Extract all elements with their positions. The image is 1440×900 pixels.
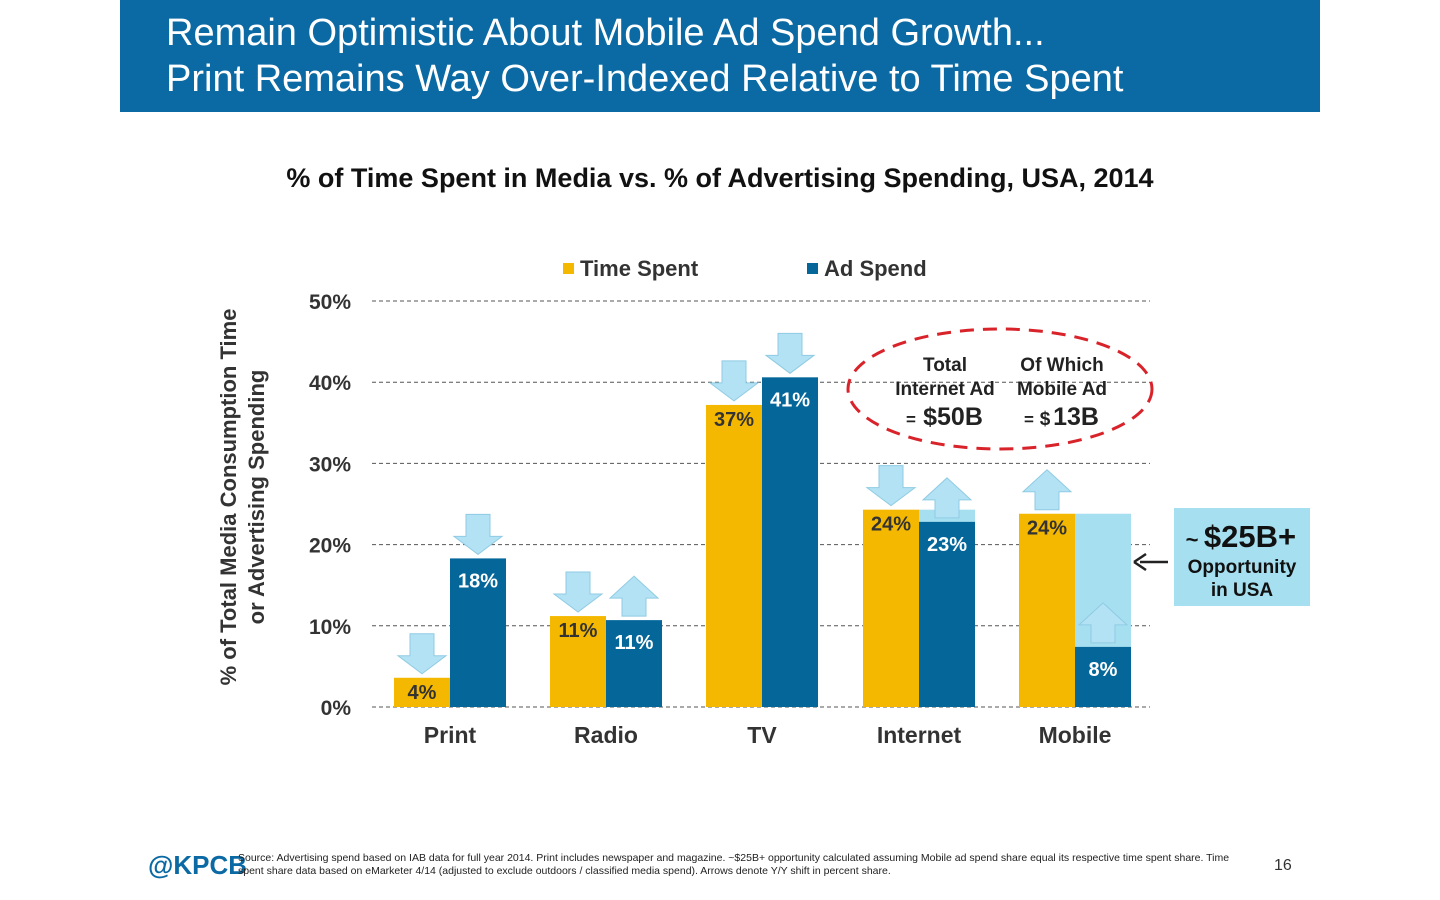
opportunity-line-2: Opportunity [1188, 557, 1297, 578]
title-banner: Remain Optimistic About Mobile Ad Spend … [120, 0, 1320, 112]
data-label-ad-spend: 11% [615, 632, 654, 654]
x-tick-label: TV [747, 722, 777, 748]
arrow-down-icon [452, 513, 504, 556]
y-axis-title-line-1: % of Total Media Consumption Time [216, 309, 241, 686]
x-tick-label: Print [424, 722, 477, 748]
slide-title-line-2: Print Remains Way Over-Indexed Relative … [166, 58, 1124, 100]
callout-mobile-eq: = [1024, 410, 1034, 429]
chart-title: % of Time Spent in Media vs. % of Advert… [286, 163, 1154, 193]
opportunity-tilde: ~ [1186, 527, 1199, 552]
y-axis-title: % of Total Media Consumption Time or Adv… [216, 309, 269, 686]
callout-mobile-line-1: Of Which [1020, 355, 1103, 376]
bars-layer [394, 377, 1131, 707]
y-tick-label: 10% [309, 616, 351, 639]
opportunity-pointer-head [1133, 552, 1147, 572]
arrow-up-icon [921, 477, 973, 519]
y-axis-title-line-2: or Advertising Spending [244, 370, 269, 625]
bar-ad-spend [762, 377, 818, 707]
bar-time-spent [863, 509, 919, 707]
source-note: Source: Advertising spend based on IAB d… [238, 852, 1230, 877]
kpcb-logo: @KPCB [148, 850, 248, 880]
callout-mobile-value: 13B [1053, 403, 1099, 431]
y-tick-label: 40% [309, 372, 351, 395]
slide-title-line-1: Remain Optimistic About Mobile Ad Spend … [166, 12, 1045, 54]
opportunity-value: $25B+ [1204, 519, 1296, 554]
bar-time-spent [706, 404, 762, 707]
bar-ad-spend [450, 558, 506, 707]
bar-ad-spend [1075, 646, 1131, 707]
callout-total-eq: = [906, 410, 916, 429]
data-label-time-spent: 24% [871, 514, 911, 536]
arrow-down-icon [865, 465, 917, 507]
legend-swatch-time-spent [563, 263, 574, 274]
arrow-down-icon [708, 360, 760, 402]
arrow-down-icon [552, 571, 604, 613]
data-label-time-spent: 24% [1027, 518, 1067, 540]
arrow-up-icon [608, 575, 660, 617]
arrow-down-icon [764, 332, 816, 374]
y-tick-label: 0% [321, 697, 352, 720]
data-label-time-spent: 4% [408, 682, 437, 704]
data-label-time-spent: 11% [559, 620, 598, 642]
callout-total-line-2: Internet Ad [895, 379, 995, 400]
y-tick-label: 50% [309, 291, 351, 314]
opportunity-box: ~ $25B+ Opportunity in USA [1133, 508, 1310, 606]
data-label-ad-spend: 41% [770, 389, 810, 411]
page-number: 16 [1274, 857, 1292, 874]
legend-swatch-ad-spend [807, 263, 818, 274]
data-label-ad-spend: 8% [1089, 659, 1118, 681]
arrows-layer [396, 332, 1129, 675]
data-label-ad-spend: 18% [458, 570, 498, 592]
callout-mobile-line-2: Mobile Ad [1017, 379, 1107, 400]
data-label-time-spent: 37% [714, 409, 754, 431]
bar-time-spent [394, 677, 450, 707]
arrow-up-icon [1021, 469, 1073, 511]
callout-total-value: $50B [923, 403, 983, 431]
opportunity-box-background [1174, 508, 1310, 606]
bar-time-spent [550, 616, 606, 707]
callout-dashed-ellipse [846, 327, 1154, 451]
opportunity-line-3: in USA [1211, 580, 1274, 601]
x-tick-label: Radio [574, 722, 638, 748]
callout-mobile-dollar: $ [1040, 409, 1051, 430]
bar-time-spent [1019, 513, 1075, 707]
y-tick-label: 20% [309, 535, 351, 558]
legend: Time Spent Ad Spend [563, 256, 927, 281]
legend-label-time-spent: Time Spent [580, 256, 699, 281]
x-tick-label: Mobile [1039, 722, 1112, 748]
arrow-down-icon [396, 633, 448, 675]
x-tick-label: Internet [877, 722, 962, 748]
arrow-up-icon [1077, 602, 1129, 644]
data-label-ad-spend: 23% [927, 534, 967, 556]
y-tick-label: 30% [309, 453, 351, 476]
callout-total-line-1: Total [923, 355, 967, 376]
bar-ad-spend [606, 620, 662, 707]
internet-mobile-callout: Total Internet Ad = $50B Of Which Mobile… [846, 327, 1154, 451]
labels-layer: Print 4% 18% Radio 11% 11% TV 37% 41% Internet 24%… [408, 389, 1118, 748]
bar-ad-spend [919, 521, 975, 707]
legend-label-ad-spend: Ad Spend [824, 256, 927, 281]
